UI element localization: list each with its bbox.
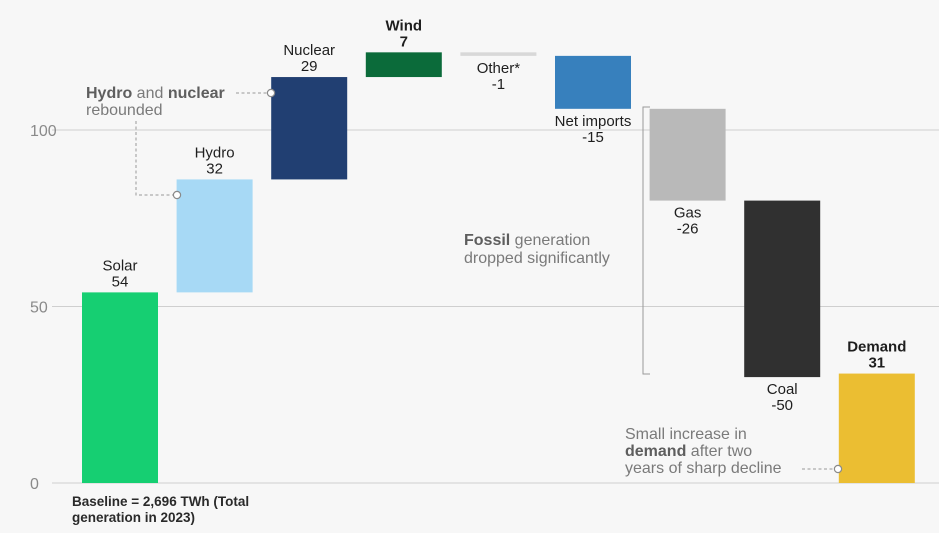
demand-annotation-line1: Small increase in (625, 426, 747, 443)
y-tick-label-0: 0 (30, 476, 39, 493)
bar-hydro (176, 179, 253, 293)
bar-coal (744, 200, 821, 378)
bar-value-label-hydro: 32 (206, 160, 223, 177)
y-tick-label-50: 50 (30, 300, 48, 317)
fossil-annotation-line1: Fossil generation (464, 232, 590, 249)
bar-value-label-coal: -50 (771, 397, 793, 414)
bar-value-label-nuclear: 29 (301, 58, 318, 75)
bar-value-label-other: -1 (492, 76, 505, 93)
baseline-label-line1: Baseline = 2,696 TWh (Total (72, 494, 249, 509)
hydro-leader-dot (172, 190, 182, 200)
baseline-label-line2: generation in 2023) (72, 510, 195, 525)
bar-wind (365, 52, 442, 78)
bar-value-label-net-imports: -15 (582, 129, 604, 146)
bar-value-label-wind: 7 (400, 33, 408, 50)
hydro-nuclear-annotation-line2: rebounded (86, 102, 163, 119)
bar-other (460, 52, 537, 56)
bar-name-label-gas: Gas (674, 205, 702, 222)
bar-name-label-coal: Coal (767, 381, 798, 398)
y-tick-label-100: 100 (30, 123, 57, 140)
fossil-annotation-line2: dropped significantly (464, 250, 610, 267)
demand-annotation-line3: years of sharp decline (625, 460, 782, 477)
bar-name-label-net-imports: Net imports (555, 113, 632, 130)
bar-name-label-hydro: Hydro (195, 144, 235, 161)
hydro-leader-line (135, 121, 177, 196)
bar-name-label-nuclear: Nuclear (283, 42, 335, 59)
bar-value-label-demand: 31 (868, 355, 885, 372)
bar-demand (838, 373, 915, 483)
demand-leader-dot (833, 464, 843, 474)
fossil-bracket (642, 106, 650, 375)
hydro-nuclear-annotation-line1: Hydro and nuclear (86, 85, 225, 102)
bar-gas (649, 108, 726, 201)
demand-annotation-line2: demand after two (625, 443, 752, 460)
bar-name-label-demand: Demand (847, 339, 906, 356)
bar-value-label-gas: -26 (677, 221, 699, 238)
nuclear-leader-dot (266, 88, 276, 98)
bar-solar (82, 292, 158, 483)
bar-name-label-other: Other* (477, 60, 521, 77)
bar-nuclear (271, 77, 348, 180)
bar-net-imports (555, 55, 631, 109)
bar-value-label-solar: 54 (112, 273, 129, 290)
bar-name-label-solar: Solar (102, 257, 137, 274)
bar-name-label-wind: Wind (386, 17, 423, 34)
